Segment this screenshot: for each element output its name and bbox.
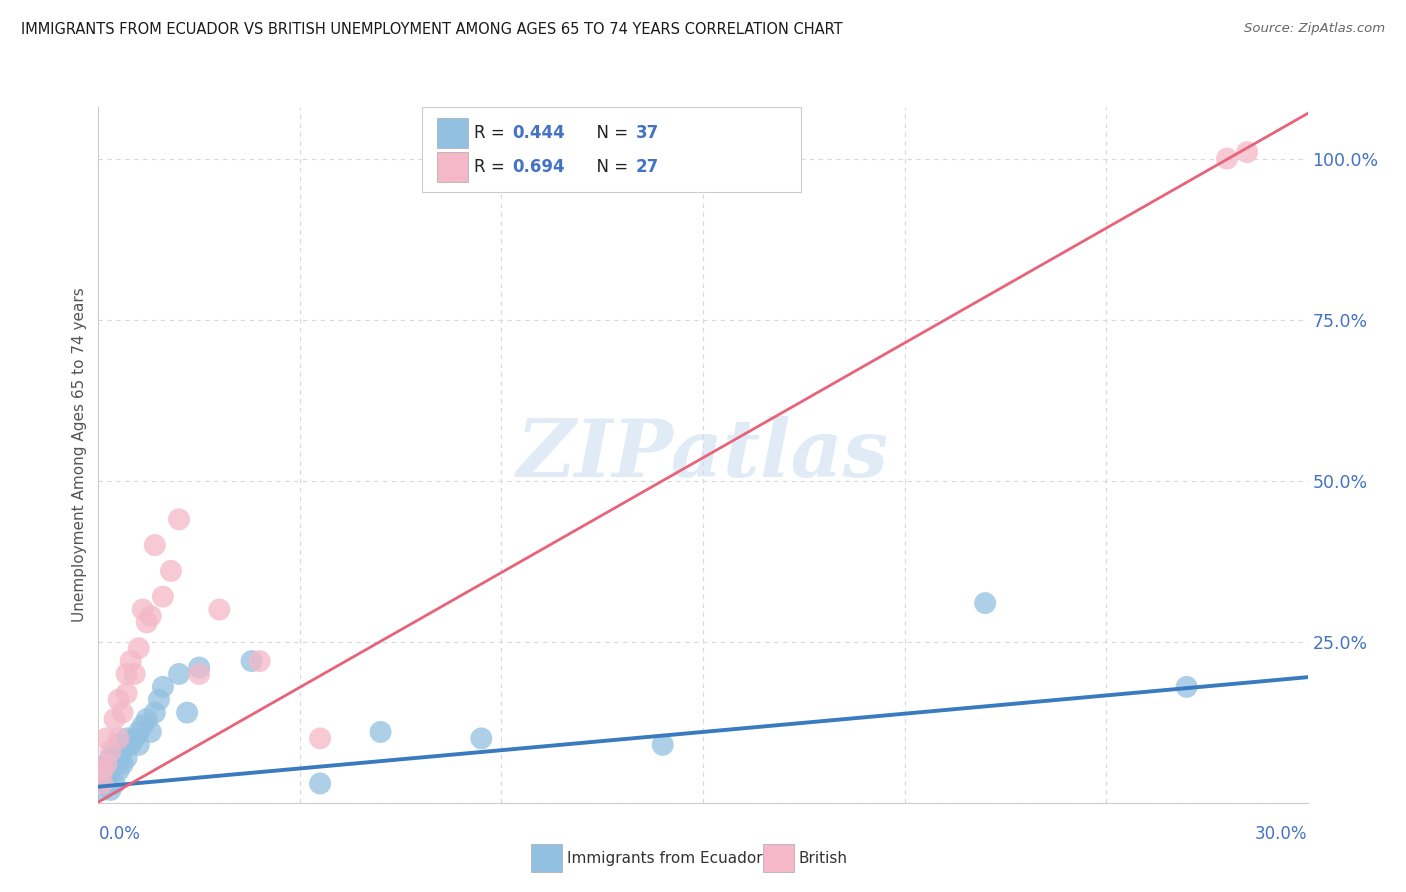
- Point: [124, 731, 146, 746]
- Point: [107, 750, 129, 764]
- Point: [188, 660, 211, 674]
- Point: [124, 667, 146, 681]
- Point: [208, 602, 231, 616]
- Point: [103, 776, 125, 790]
- Text: 0.694: 0.694: [512, 158, 564, 176]
- Text: ZIPatlas: ZIPatlas: [517, 417, 889, 493]
- Point: [111, 706, 134, 720]
- Point: [115, 750, 138, 764]
- Text: 37: 37: [636, 124, 659, 142]
- Text: R =: R =: [474, 124, 510, 142]
- Point: [91, 770, 114, 784]
- Point: [100, 750, 122, 764]
- Point: [111, 744, 134, 758]
- Text: R =: R =: [474, 158, 510, 176]
- Point: [107, 764, 129, 778]
- Point: [309, 776, 332, 790]
- Text: 30.0%: 30.0%: [1256, 825, 1308, 843]
- Point: [128, 738, 150, 752]
- Point: [103, 744, 125, 758]
- Point: [309, 731, 332, 746]
- Point: [470, 731, 492, 746]
- Point: [91, 783, 114, 797]
- Point: [100, 783, 122, 797]
- Point: [249, 654, 271, 668]
- Text: N =: N =: [586, 158, 634, 176]
- Point: [132, 718, 155, 732]
- Point: [167, 512, 190, 526]
- Point: [96, 776, 118, 790]
- Point: [115, 667, 138, 681]
- Point: [120, 738, 142, 752]
- Point: [1216, 152, 1239, 166]
- Point: [115, 731, 138, 746]
- Text: Immigrants from Ecuador: Immigrants from Ecuador: [567, 851, 762, 865]
- Point: [96, 731, 118, 746]
- Point: [135, 712, 157, 726]
- Point: [1175, 680, 1198, 694]
- Text: 27: 27: [636, 158, 659, 176]
- Point: [167, 667, 190, 681]
- Text: N =: N =: [586, 124, 634, 142]
- Text: 0.0%: 0.0%: [98, 825, 141, 843]
- Point: [176, 706, 198, 720]
- Point: [139, 725, 162, 739]
- Point: [160, 564, 183, 578]
- Point: [91, 776, 114, 790]
- Point: [651, 738, 673, 752]
- Point: [103, 757, 125, 772]
- Point: [107, 692, 129, 706]
- Point: [96, 757, 118, 772]
- Point: [135, 615, 157, 630]
- Y-axis label: Unemployment Among Ages 65 to 74 years: Unemployment Among Ages 65 to 74 years: [72, 287, 87, 623]
- Point: [107, 738, 129, 752]
- Point: [100, 744, 122, 758]
- Text: 0.444: 0.444: [512, 124, 565, 142]
- Point: [1236, 145, 1258, 160]
- Text: IMMIGRANTS FROM ECUADOR VS BRITISH UNEMPLOYMENT AMONG AGES 65 TO 74 YEARS CORREL: IMMIGRANTS FROM ECUADOR VS BRITISH UNEMP…: [21, 22, 842, 37]
- Point: [240, 654, 263, 668]
- Point: [143, 538, 166, 552]
- Point: [100, 764, 122, 778]
- Point: [128, 641, 150, 656]
- Point: [148, 692, 170, 706]
- Point: [107, 731, 129, 746]
- Point: [188, 667, 211, 681]
- Point: [91, 764, 114, 778]
- Point: [974, 596, 997, 610]
- Text: British: British: [799, 851, 848, 865]
- Point: [103, 712, 125, 726]
- Point: [111, 757, 134, 772]
- Point: [139, 609, 162, 624]
- Point: [152, 590, 174, 604]
- Point: [370, 725, 392, 739]
- Point: [120, 654, 142, 668]
- Point: [115, 686, 138, 700]
- Point: [128, 725, 150, 739]
- Text: Source: ZipAtlas.com: Source: ZipAtlas.com: [1244, 22, 1385, 36]
- Point: [96, 757, 118, 772]
- Point: [132, 602, 155, 616]
- Point: [143, 706, 166, 720]
- Point: [152, 680, 174, 694]
